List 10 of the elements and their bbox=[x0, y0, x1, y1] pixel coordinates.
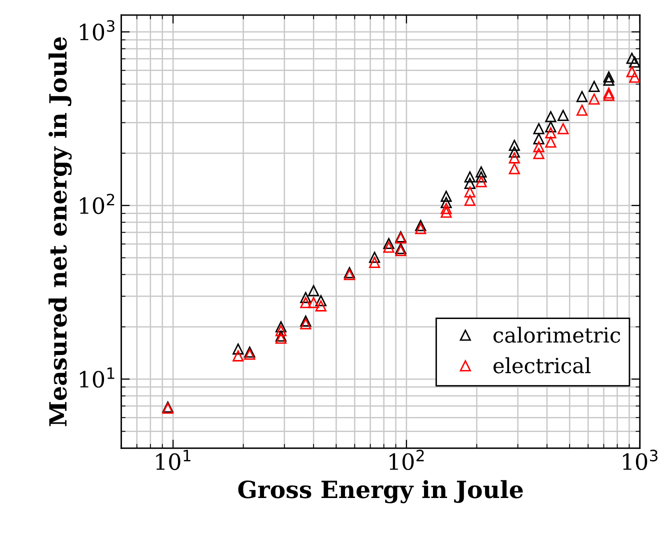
legend-label: electrical bbox=[494, 357, 591, 374]
x-tick-label: 10$^{1}$ bbox=[156, 450, 190, 470]
y-tick-label: 10$^{2}$ bbox=[80, 194, 114, 214]
y-tick-label: 10$^{3}$ bbox=[80, 20, 114, 40]
x-axis-title: Gross Energy in Joule bbox=[238, 480, 523, 504]
legend-label: calorimetric bbox=[494, 326, 620, 343]
y-axis-title: Measured net energy in Joule bbox=[48, 37, 72, 426]
x-tick-label: 10$^{3}$ bbox=[623, 450, 658, 470]
x-tick-label: 10$^{2}$ bbox=[390, 450, 424, 470]
y-tick-label: 10$^{1}$ bbox=[80, 368, 114, 388]
